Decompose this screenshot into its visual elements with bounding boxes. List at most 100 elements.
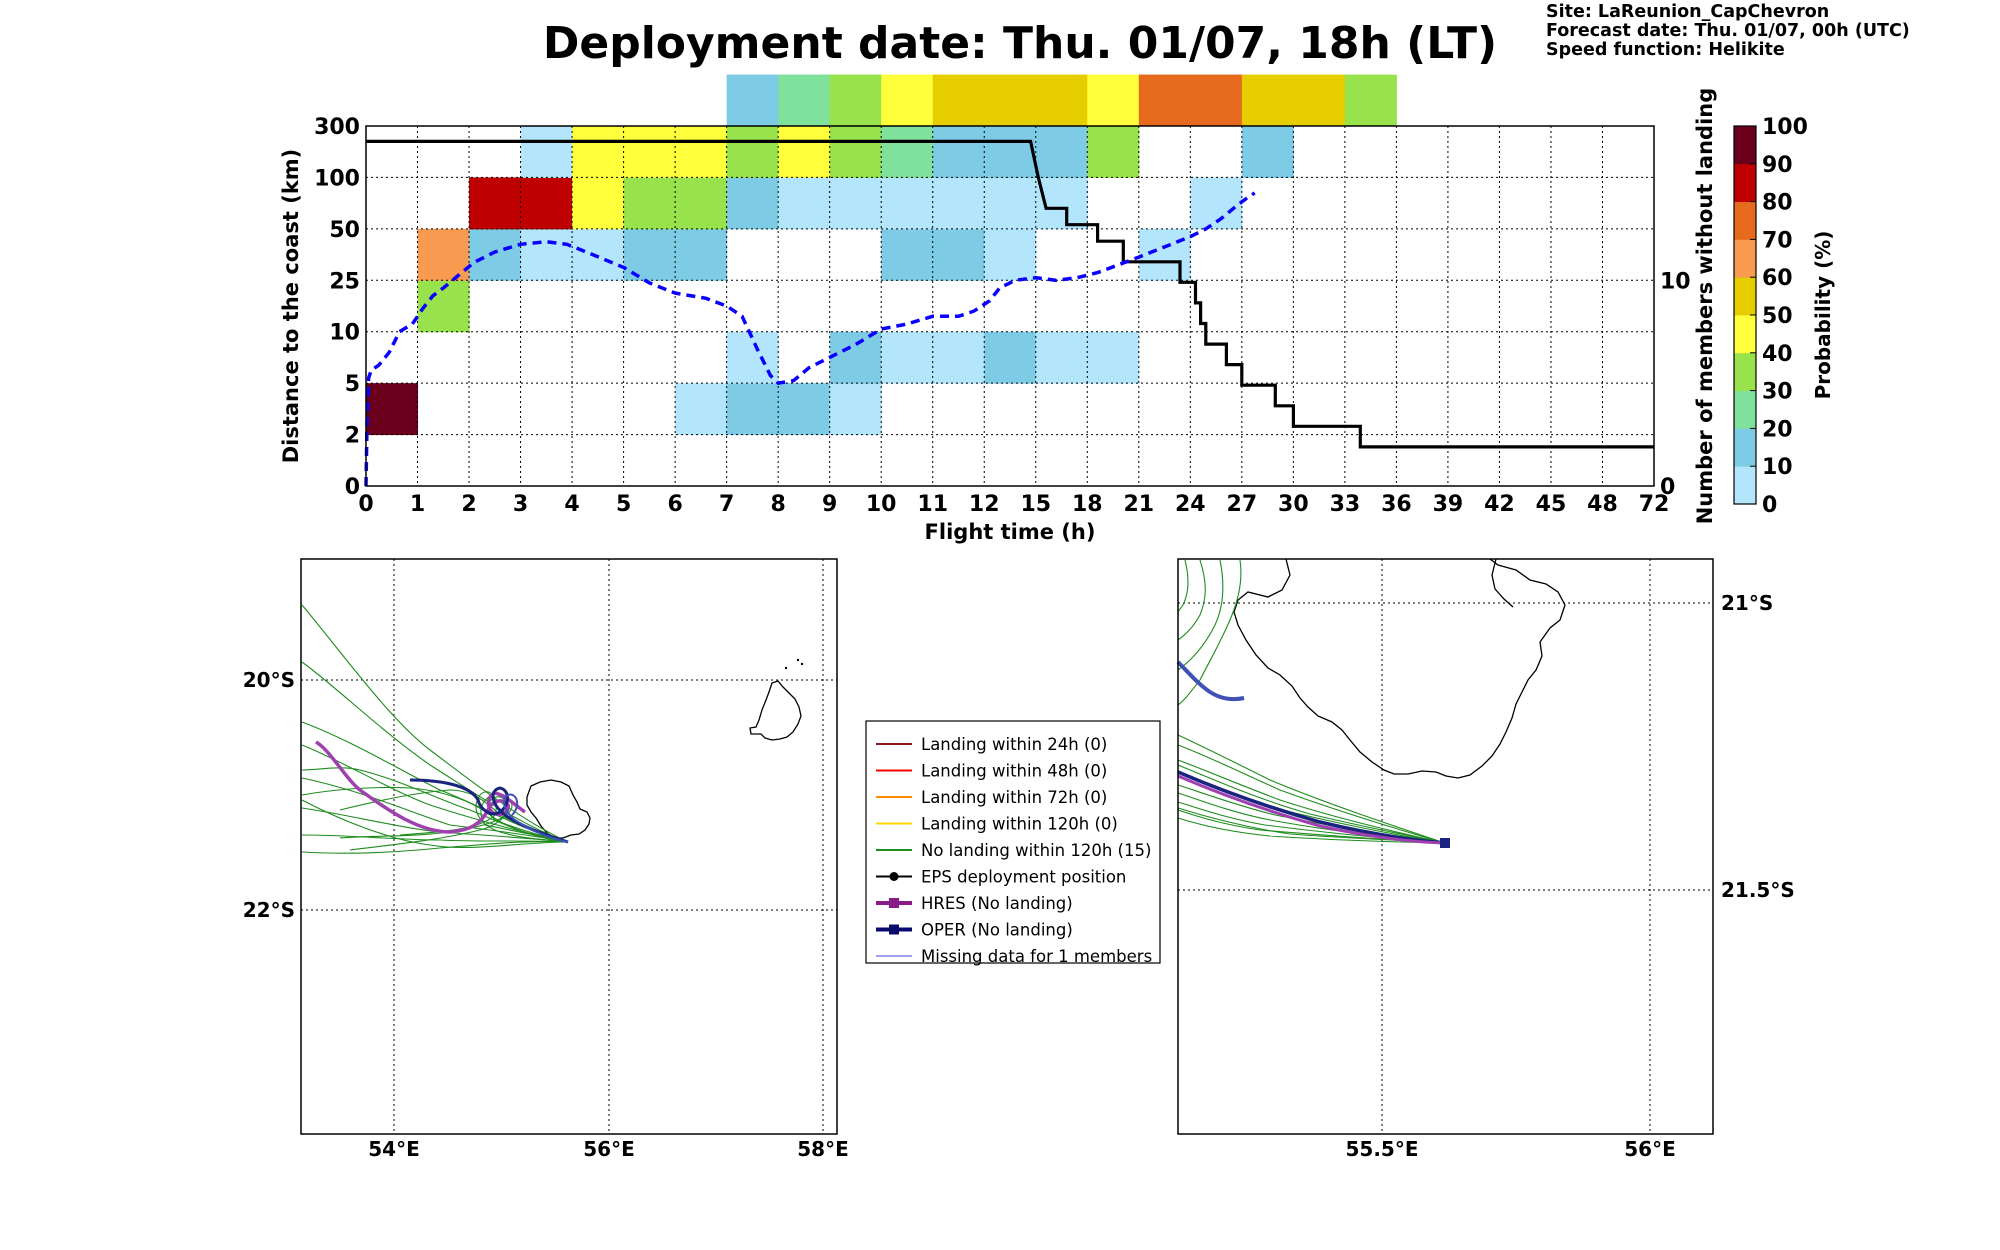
heatmap-cell (829, 177, 882, 230)
heatmap-cell (881, 331, 934, 384)
ens-trajectory (1177, 764, 1446, 844)
x-tick-label: 4 (564, 492, 579, 517)
map-left-lon-tick: 58°E (797, 1137, 849, 1161)
legend-item: Landing within 72h (0) (876, 788, 1107, 807)
x-tick-label: 27 (1227, 492, 1258, 517)
x-tick-label: 15 (1020, 492, 1051, 517)
heatmap-cell (726, 74, 779, 127)
map-right-lon-tick: 56°E (1624, 1137, 1676, 1161)
ens-trajectory (301, 786, 569, 843)
x-tick-label: 36 (1381, 492, 1412, 517)
mauritius-island-coast (749, 680, 802, 741)
ens-trajectory (1177, 817, 1446, 844)
distance-curve-line (364, 191, 1256, 487)
legend-marker (889, 898, 899, 908)
colorbar-bin (1734, 352, 1756, 391)
colorbar-tick-label: 60 (1762, 266, 1793, 291)
map-left-lon-tick: 56°E (583, 1137, 635, 1161)
x-tick-label: 7 (719, 492, 734, 517)
heatmap-cell (1138, 74, 1191, 127)
colorbar-label: Probability (%) (1811, 231, 1835, 400)
heatmap-cell (984, 177, 1037, 230)
heatmap-cell (778, 383, 831, 436)
colorbar-tick-label: 40 (1762, 342, 1793, 367)
heatmap-x-ticks: 0 1 2 3 4 5 6 7 8 9 10 11 12 15 18 21 24 27 30 33 36 39 42 45 48… (358, 492, 1669, 517)
heatmap-cell (1293, 74, 1346, 127)
ens-trajectory (1177, 759, 1446, 844)
heatmap-frame (365, 125, 1655, 487)
ens-trajectory (1177, 734, 1446, 844)
x-tick-label: 12 (969, 492, 1000, 517)
legend-box (865, 720, 1161, 964)
heatmap-cell (726, 383, 779, 436)
heatmap-cell (366, 383, 419, 436)
colorbar-tick-label: 70 (1762, 228, 1793, 253)
heatmap-cell (572, 228, 625, 281)
heatmap-cell (675, 126, 728, 178)
heatmap-cell (881, 228, 934, 281)
heatmap-cell (623, 177, 676, 230)
colorbar-bin (1734, 466, 1756, 505)
heatmap-cell (726, 177, 779, 230)
heatmap-cell (520, 228, 573, 281)
x-tick-label: 0 (358, 492, 373, 517)
heatmap-cell (572, 177, 625, 230)
colorbar-tick-label: 10 (1762, 455, 1793, 480)
legend-label: Landing within 120h (0) (921, 815, 1118, 834)
map-right-lat-tick: 21.5°S (1721, 878, 1795, 902)
heatmap-cell (1190, 74, 1243, 127)
ens-trajectory (301, 799, 569, 849)
heatmap-cell (829, 74, 882, 127)
colorbar-bin (1734, 277, 1756, 316)
colorbar-ticks: 0 10 20 30 40 50 60 70 80 90 100 (1750, 115, 1808, 518)
oper-trajectory (1176, 660, 1245, 702)
colorbar-tick-label: 100 (1762, 115, 1808, 140)
map-right-grid (1178, 559, 1713, 1134)
heatmap-cell (778, 177, 831, 230)
legend-label: Landing within 24h (0) (921, 735, 1107, 754)
members-without-landing-line (366, 139, 1654, 449)
colorbar-bin (1734, 239, 1756, 278)
x-tick-label: 6 (667, 492, 682, 517)
colorbar: 0 10 20 30 40 50 60 70 80 90 100 Probability (%) (1733, 115, 1835, 518)
heatmap-cell (1087, 74, 1140, 127)
x-tick-label: 45 (1536, 492, 1567, 517)
legend-item: EPS deployment position (876, 868, 1126, 887)
y-tick-label: 50 (329, 218, 360, 243)
legend-items: Landing within 24h (0) Landing within 48h… (876, 735, 1152, 966)
heatmap-cell (1035, 126, 1088, 178)
map-left-lon-tick: 54°E (368, 1137, 420, 1161)
legend-item: Missing data for 1 members (876, 947, 1152, 966)
heatmap-cell (726, 126, 779, 178)
legend: Landing within 24h (0) Landing within 48h… (865, 720, 1161, 966)
y-axis-label: Distance to the coast (km) (279, 149, 303, 464)
legend-item: Landing within 48h (0) (876, 762, 1107, 781)
colorbar-bin (1734, 126, 1756, 165)
map-left-background (301, 559, 837, 1134)
heatmap-cell (1035, 331, 1088, 384)
colorbar-tick-label: 80 (1762, 191, 1793, 216)
heatmap-cell (572, 126, 625, 178)
ens-trajectory (1177, 559, 1189, 613)
colorbar-tick-label: 90 (1762, 153, 1793, 178)
x-tick-label: 33 (1330, 492, 1361, 517)
ens-trajectory (301, 661, 569, 843)
heatmap-cell (778, 126, 831, 178)
heatmap-cell (469, 177, 522, 230)
heatmap-cell (984, 74, 1037, 127)
oper-trajectory-overlay (503, 793, 569, 843)
x-tick-label: 2 (461, 492, 476, 517)
colorbar-bin (1734, 201, 1756, 240)
legend-label: Landing within 48h (0) (921, 762, 1107, 781)
x-tick-label: 10 (866, 492, 897, 517)
heatmap-cell (623, 126, 676, 178)
y-tick-label: 5 (345, 372, 360, 397)
figure-title: Deployment date: Thu. 01/07, 18h (LT) (542, 18, 1498, 69)
islet (796, 658, 800, 662)
colorbar-bin (1734, 163, 1756, 202)
legend-label: No landing within 120h (15) (921, 841, 1151, 860)
x-tick-label: 21 (1123, 492, 1154, 517)
legend-label: Landing within 72h (0) (921, 788, 1107, 807)
ens-trajectory (1177, 559, 1206, 641)
